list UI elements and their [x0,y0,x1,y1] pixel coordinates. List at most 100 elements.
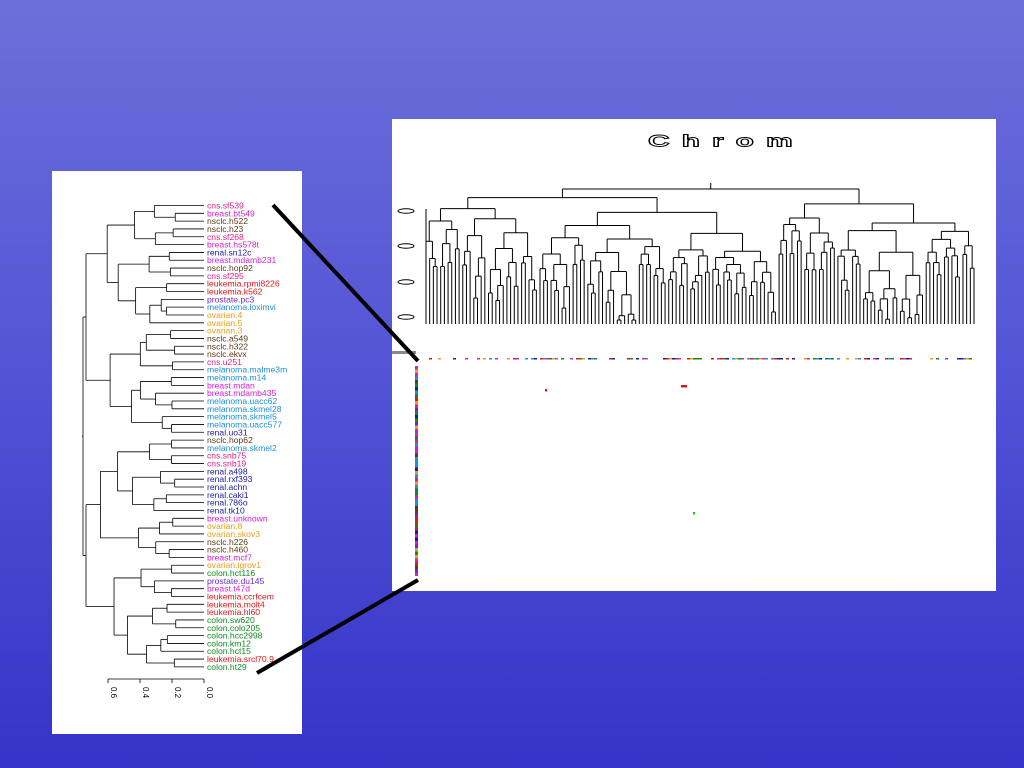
gene-annotation-mark [513,358,516,360]
gene-annotation-mark [906,358,909,360]
leaf-label: ovarian.igrov1 [207,560,261,570]
leaf-label: colon.ht29 [207,662,247,672]
gene-annotation-mark [738,358,741,360]
leaf-label: renal.tk10 [207,505,245,515]
gene-dendrogram-panel [392,119,996,591]
leaf-label: melanoma.loximvi [207,302,276,312]
gene-annotation-mark [753,358,756,360]
gene-annotation-mark [786,358,789,360]
leaf-label: nsclc.h23 [207,224,244,234]
gene-annotation-mark [792,358,795,360]
leaf-label: melanoma.skmel5 [207,412,277,422]
row-separator [392,351,416,354]
sample-color-bar-cell [415,492,418,496]
sample-color-bar-cell [415,555,418,559]
sample-dendrogram-panel: cns.sf539 breast.bt549 nsclc.h522 nsclc.h23… [52,171,302,734]
sample-color-bar-cell [415,488,418,492]
heatmap-cell [693,512,695,515]
gene-annotation-mark [876,358,879,360]
sample-color-bar-cell [415,562,418,566]
gene-annotation-mark [816,358,819,360]
leaf-label: renal.786o [207,498,248,508]
gene-annotation-mark [477,358,480,360]
sample-color-bar-cell [415,544,418,548]
leaf-label: renal.sn12c [207,247,252,257]
gene-annotation-mark [669,358,672,360]
leaf-label: colon.colo205 [207,623,260,633]
sample-color-bar-cell [415,373,418,377]
gene-annotation-mark [549,358,552,360]
gene-annotation-mark [696,358,699,360]
gene-height-axis-tick-label [397,279,415,285]
sample-color-bar-cell [415,369,418,373]
leaf-label: cns.snb75 [207,451,246,461]
height-axis-tick-label: 0.0 [205,687,214,699]
gene-annotation-mark [483,358,486,360]
gene-annotation-mark [888,358,891,360]
leaf-label: breast.unknown [207,513,268,523]
sample-color-bar-cell [415,411,418,415]
gene-annotation-mark [735,358,738,360]
gene-annotation-mark [807,358,810,360]
sample-color-bar-cell [415,520,418,524]
sample-color-bar-cell [415,499,418,503]
gene-annotation-mark [540,358,543,360]
sample-color-bar-cell [415,439,418,443]
leaf-label: cns.snb19 [207,459,246,469]
sample-color-bar-cell [415,394,418,398]
sample-color-bar-cell [415,506,418,510]
gene-annotation-mark [711,358,714,360]
leaf-label: nsclc.hop62 [207,435,253,445]
sample-color-bar-cell [415,446,418,450]
gene-height-axis-tick-label [397,314,415,320]
sample-color-bar-cell [415,467,418,471]
gene-annotation-mark [771,358,774,360]
gene-annotation-mark [759,358,762,360]
leaf-label: melanoma.skmel2 [207,443,277,453]
leaf-label: breast.mcf7 [207,552,252,562]
gene-annotation-mark [885,358,888,360]
sample-color-bar-cell [415,513,418,517]
sample-color-bar-cell [415,485,418,489]
leaf-label: cns.sf539 [207,201,244,211]
gene-annotation-mark [663,358,666,360]
leaf-label: leukemia.molt4 [207,599,265,609]
leaf-label: colon.sw620 [207,615,255,625]
sample-color-bar-cell [415,530,418,534]
leaf-label: breast.mdamb231 [207,255,276,265]
gene-annotation-mark [693,358,696,360]
gene-annotation-mark [930,358,933,360]
gene-annotation-mark [516,358,519,360]
sample-color-bar-cell [415,474,418,478]
gene-annotation-mark [873,358,876,360]
gene-annotation-mark [864,358,867,360]
gene-annotation-mark [687,358,690,360]
gene-annotation-mark [732,358,735,360]
gene-annotation-mark [699,358,702,360]
leaf-label: breast.mdan [207,380,255,390]
gene-annotation-mark [591,358,594,360]
leaf-label: melanoma.uacc62 [207,396,277,406]
leaf-label: melanoma.uacc577 [207,419,282,429]
gene-annotation-mark [909,358,912,360]
gene-annotation-mark [936,358,939,360]
sample-color-bar-cell [415,495,418,499]
gene-annotation-mark [858,358,861,360]
sample-color-bar-cell [415,457,418,461]
sample-color-bar-cell [415,404,418,408]
sample-color-bar-cell [415,408,418,412]
sample-color-bar-cell [415,565,418,569]
gene-annotation-mark [966,358,969,360]
heatmap-cell [681,385,687,388]
sample-color-bar-cell [415,537,418,541]
gene-annotation-mark [777,358,780,360]
gene-annotation-mark [582,358,585,360]
leaf-label: breast.bt549 [207,208,255,218]
leaf-label: colon.hct15 [207,646,251,656]
sample-color-bar-cell [415,481,418,485]
sample-color-bar-cell [415,425,418,429]
leaf-label: leukemia.srcl70.9 [207,654,274,664]
sample-color-bar-cell [415,366,418,370]
gene-annotation-mark [690,358,693,360]
sample-color-bar-cell [415,387,418,391]
